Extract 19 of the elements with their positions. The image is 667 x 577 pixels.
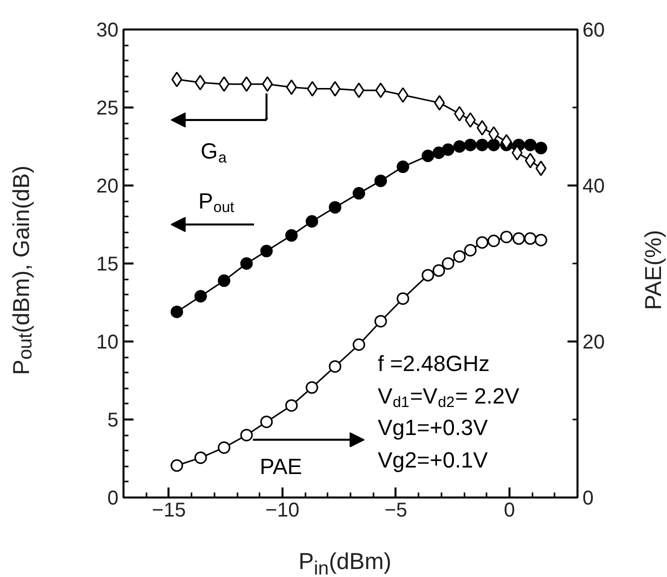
x-tick-label: −10: [265, 500, 300, 522]
y-tick-label: 5: [107, 410, 118, 432]
annotation: PAE: [260, 454, 302, 479]
y2-tick-label: 60: [582, 20, 605, 42]
x-tick-label: 0: [504, 500, 515, 522]
y-tick-label: 15: [96, 254, 119, 276]
annotation: f =2.48GHz: [378, 350, 490, 376]
annotation: Vg1=+0.3V: [378, 414, 488, 440]
y-tick-label: 20: [96, 176, 119, 198]
y2-tick-label: 20: [582, 332, 605, 354]
y-tick-label: 30: [96, 20, 119, 42]
x-axis-title: P$_{in}$(dBm): [298, 547, 392, 577]
x-tick-label: −15: [152, 500, 186, 522]
annotation: Vg2=+0.1V: [378, 448, 488, 473]
y2-tick-label: 40: [582, 176, 605, 198]
y-tick-label: 10: [96, 332, 119, 354]
y-tick-label: 25: [96, 98, 119, 120]
x-tick-label: −5: [384, 500, 408, 522]
y2-axis-title: PAE(%): [639, 230, 667, 310]
